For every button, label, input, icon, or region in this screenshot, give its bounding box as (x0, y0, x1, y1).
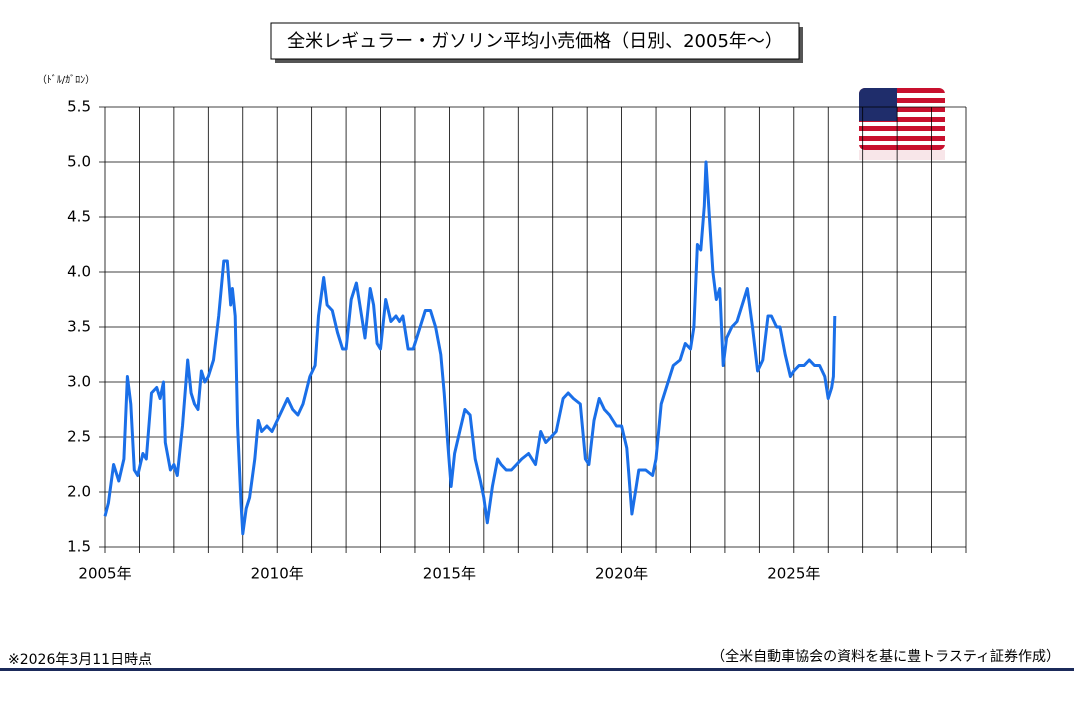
y-tick-label: 1.5 (67, 538, 91, 556)
x-tick-label: 2015年 (423, 565, 476, 583)
y-tick-label: 2.5 (67, 428, 91, 446)
y-axis-label: （ﾄﾞﾙ/ｶﾞﾛﾝ） (37, 74, 95, 86)
y-tick-label: 3.5 (67, 318, 91, 336)
x-tick-label: 2010年 (251, 565, 304, 583)
y-tick-label: 5.5 (67, 98, 91, 116)
y-tick-label: 5.0 (67, 153, 91, 171)
y-tick-label: 2.0 (67, 483, 91, 501)
y-tick-label: 3.0 (67, 373, 91, 391)
x-tick-label: 2025年 (767, 565, 820, 583)
y-tick-label: 4.0 (67, 263, 91, 281)
us-flag (859, 88, 945, 160)
price-line (103, 160, 837, 536)
x-tick-label: 2005年 (78, 565, 131, 583)
note: ※2026年3月11日時点 (8, 652, 152, 668)
y-tick-label: 4.5 (67, 208, 91, 226)
chart-title: 全米レギュラー・ガソリン平均小売価格（日別、2005年～） (287, 31, 783, 52)
x-tick-label: 2020年 (595, 565, 648, 583)
source: （全米自動車協会の資料を基に豊トラスティ証券作成） (711, 648, 1060, 665)
title-box (270, 22, 800, 60)
footer-rule (0, 668, 1074, 671)
